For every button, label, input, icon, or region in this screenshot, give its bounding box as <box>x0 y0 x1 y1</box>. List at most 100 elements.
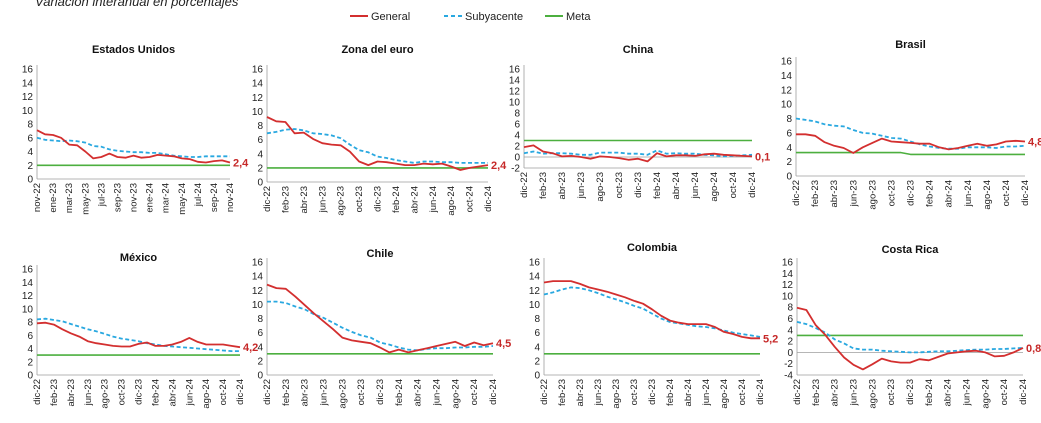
y-tick-label: 12 <box>529 286 541 297</box>
x-tick-label: jun-24 <box>963 180 974 207</box>
x-tick-label: abr-23 <box>299 186 310 213</box>
end-value-label: 0,1 <box>755 151 770 163</box>
panel-title: Brasil <box>895 39 926 51</box>
x-tick-label: ago-23 <box>595 172 606 202</box>
x-tick-label: oct-24 <box>465 186 476 212</box>
x-tick-label: feb-23 <box>49 379 60 406</box>
y-tick-label: 2 <box>27 161 33 172</box>
x-tick-label: abr-24 <box>167 379 178 406</box>
x-tick-label: jun-23 <box>593 379 604 406</box>
x-tick-label: jul-23 <box>96 183 107 207</box>
y-tick-label: 12 <box>509 87 521 98</box>
series-line-subyacente <box>796 321 1024 354</box>
x-tick-label: ene-24 <box>145 183 156 213</box>
x-tick-label: oct-24 <box>728 172 739 198</box>
y-tick-label: 16 <box>22 265 34 276</box>
series-line-general <box>266 116 489 171</box>
series-line-meta <box>796 151 1025 156</box>
end-value-label: 4,2 <box>243 342 258 354</box>
x-tick-label: oct-23 <box>886 379 897 405</box>
series-line-general <box>523 144 753 163</box>
x-tick-label: jun-23 <box>849 379 860 406</box>
y-tick-label: 10 <box>22 304 34 315</box>
x-tick-label: dic-22 <box>262 186 273 212</box>
y-tick-label: 12 <box>22 291 34 302</box>
y-tick-label: 16 <box>782 258 794 269</box>
x-tick-label: mar-24 <box>161 183 172 213</box>
y-tick-label: 8 <box>27 318 33 329</box>
x-tick-label: ago-23 <box>611 379 622 409</box>
y-tick-label: 10 <box>782 291 794 302</box>
x-tick-label: feb-23 <box>280 186 291 213</box>
panel-brasil: Brasil 0 2 4 6 8 10 12 14 16 dic-22 feb-23 abr-23 jun… <box>781 39 1041 210</box>
x-tick-label: abr-23 <box>830 379 841 406</box>
x-tick-label: feb-23 <box>811 379 822 406</box>
y-tick-label: 16 <box>529 258 541 269</box>
x-tick-label: abr-23 <box>575 379 586 406</box>
panel-colombia: Colombia 0 2 4 6 8 10 12 14 16 dic-22 feb-23 abr-23 j… <box>529 242 778 409</box>
y-tick-label: 8 <box>787 303 793 314</box>
y-tick-label: 2 <box>257 356 263 367</box>
panel-chile: Chile 0 2 4 6 8 10 12 14 16 dic-22 feb-23 abr-23 jun-… <box>252 248 511 409</box>
y-tick-label: 6 <box>514 120 520 131</box>
y-tick-label: 10 <box>252 300 264 311</box>
panel-title: Zona del euro <box>341 44 413 56</box>
legend-label-general: General <box>371 11 410 23</box>
y-tick-label: 2 <box>534 356 540 367</box>
panel-title: Costa Rica <box>882 244 940 256</box>
y-tick-label: 14 <box>22 278 34 289</box>
y-tick-label: 16 <box>22 65 34 76</box>
y-tick-label: -4 <box>784 371 793 382</box>
x-tick-label: abr-24 <box>943 379 954 406</box>
panel-title: Estados Unidos <box>92 44 175 56</box>
x-tick-label: ago-24 <box>719 379 730 409</box>
series-line-general <box>36 321 241 349</box>
x-tick-label: dic-23 <box>134 379 145 405</box>
x-tick-label: feb-23 <box>557 379 568 406</box>
x-tick-label: oct-24 <box>1001 180 1012 206</box>
y-tick-label: 0 <box>787 348 793 359</box>
end-value-label: 5,2 <box>763 333 778 345</box>
x-tick-label: ago-23 <box>337 379 348 409</box>
series-line-subyacente <box>36 317 240 353</box>
x-tick-label: jun-24 <box>428 186 439 213</box>
x-tick-label: dic-23 <box>633 172 644 198</box>
x-tick-label: dic-24 <box>1020 180 1031 206</box>
y-tick-label: 12 <box>781 85 793 96</box>
x-tick-label: may-24 <box>177 183 188 215</box>
panel-title: México <box>120 252 158 264</box>
x-tick-label: dic-22 <box>262 379 273 405</box>
series-line-general <box>36 129 231 164</box>
x-tick-label: oct-24 <box>737 379 748 405</box>
x-tick-label: feb-24 <box>925 180 936 207</box>
x-tick-label: abr-24 <box>409 186 420 213</box>
panel-mexico: México 0 2 4 6 8 10 12 14 16 dic-22 feb-23 abr-23 jun… <box>22 252 258 409</box>
x-tick-label: abr-23 <box>829 180 840 207</box>
x-tick-label: dic-24 <box>755 379 766 405</box>
y-tick-label: 8 <box>514 109 520 120</box>
y-tick-label: 2 <box>786 157 792 168</box>
x-tick-label: abr-23 <box>557 172 568 199</box>
y-tick-label: 14 <box>509 76 521 87</box>
x-tick-label: oct-23 <box>886 180 897 206</box>
x-tick-label: mar-23 <box>64 183 75 213</box>
y-tick-label: 12 <box>252 286 264 297</box>
y-tick-label: 4 <box>787 325 793 336</box>
x-tick-label: oct-23 <box>356 379 367 405</box>
x-tick-label: ago-24 <box>982 180 993 210</box>
x-tick-label: jul-24 <box>193 183 204 207</box>
series-line-subyacente <box>523 149 753 158</box>
x-tick-label: ago-23 <box>100 379 111 409</box>
panel-title: Chile <box>367 248 394 260</box>
x-tick-label: ago-23 <box>867 379 878 409</box>
y-tick-label: 0 <box>257 371 263 382</box>
x-tick-label: oct-23 <box>354 186 365 212</box>
y-tick-label: -2 <box>784 359 793 370</box>
x-tick-label: nov-22 <box>32 183 43 212</box>
x-tick-label: feb-24 <box>150 379 161 406</box>
x-tick-label: ago-24 <box>446 186 457 216</box>
y-tick-label: 4 <box>27 147 33 158</box>
series-line-general <box>796 306 1024 371</box>
y-tick-label: 10 <box>22 106 34 117</box>
